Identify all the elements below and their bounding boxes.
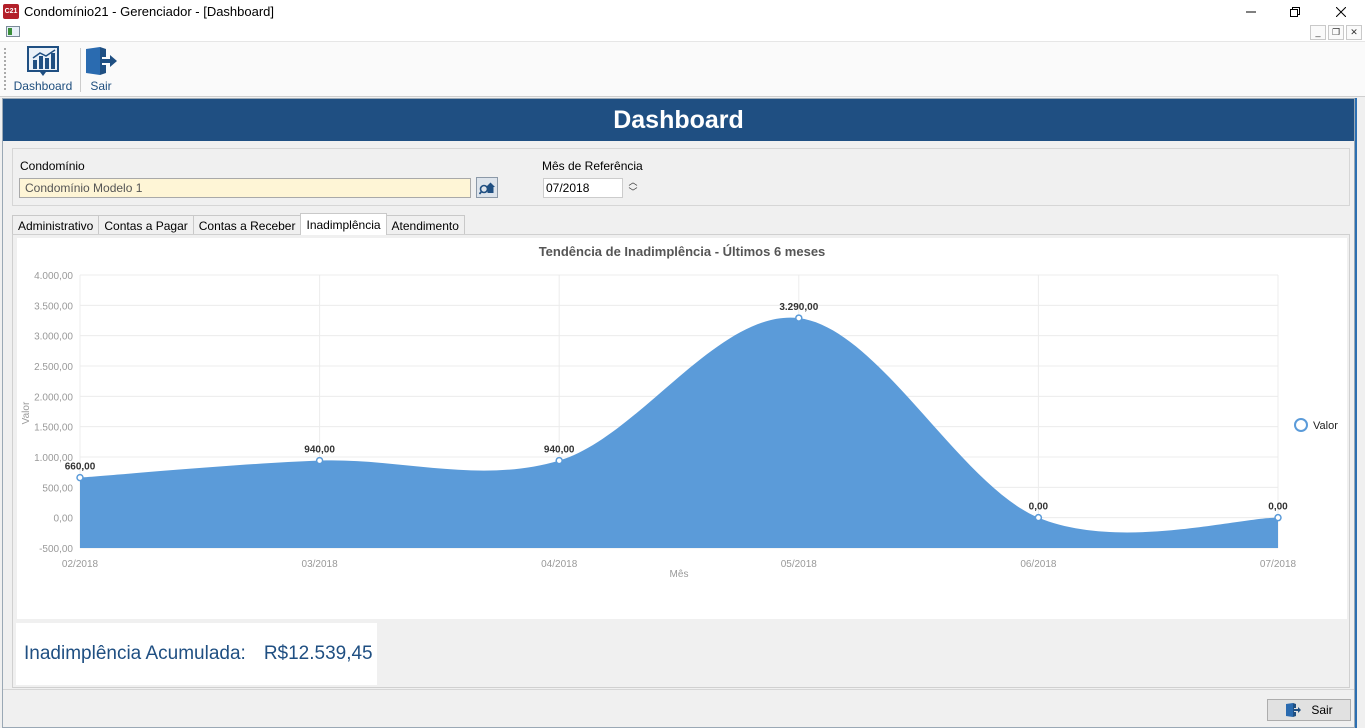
dashboard-chart-icon bbox=[27, 46, 59, 76]
close-button[interactable] bbox=[1318, 0, 1364, 24]
close-icon bbox=[1336, 7, 1346, 17]
dashboard-window: Dashboard Condomínio Condomínio Modelo 1… bbox=[2, 98, 1355, 728]
minimize-icon bbox=[1246, 11, 1256, 13]
x-tick-label: 04/2018 bbox=[541, 559, 578, 570]
y-tick-label: 2.000,00 bbox=[34, 392, 73, 403]
mdi-restore-icon: ❐ bbox=[1331, 27, 1341, 37]
toolbar-grip[interactable] bbox=[4, 48, 6, 90]
data-point bbox=[555, 456, 563, 465]
exit-door-small-icon bbox=[1286, 703, 1302, 717]
y-tick-label: 1.000,00 bbox=[34, 453, 73, 464]
data-label: 660,00 bbox=[65, 462, 96, 473]
data-label: 940,00 bbox=[544, 445, 575, 456]
sair-toolbar-label: Sair bbox=[90, 79, 112, 93]
x-tick-label: 02/2018 bbox=[62, 559, 99, 570]
trend-area-chart: 4.000,00 3.500,00 3.000,00 2.500,00 2.000,00… bbox=[21, 244, 1338, 580]
y-tick-label: 2.500,00 bbox=[34, 362, 73, 373]
restore-icon bbox=[1290, 7, 1300, 17]
app-logo-icon: C21 bbox=[3, 4, 19, 19]
spinner-down-icon[interactable]: ﹀ bbox=[628, 187, 638, 197]
footer-divider bbox=[3, 689, 1354, 690]
mdi-restore-button[interactable]: ❐ bbox=[1328, 25, 1344, 40]
main-toolbar: Dashboard Sair bbox=[0, 42, 1365, 97]
y-tick-label: 0,00 bbox=[54, 514, 74, 525]
window-titlebar: C21 Condomínio21 - Gerenciador - [Dashbo… bbox=[0, 0, 1365, 24]
summary-label: Inadimplência Acumulada: bbox=[24, 643, 246, 664]
mes-referencia-field[interactable]: 07/2018 bbox=[543, 178, 623, 198]
data-label: 0,00 bbox=[1268, 502, 1288, 513]
legend-label: Valor bbox=[1313, 420, 1338, 432]
sair-button[interactable]: Sair bbox=[1267, 699, 1351, 721]
dashboard-tabs: Administrativo Contas a Pagar Contas a R… bbox=[12, 213, 465, 235]
series-area-valor bbox=[80, 317, 1278, 548]
mdi-minimize-icon: _ bbox=[1315, 27, 1321, 37]
data-point bbox=[1034, 513, 1043, 522]
trend-chart-panel: 4.000,00 3.500,00 3.000,00 2.500,00 2.000,00… bbox=[17, 238, 1347, 619]
y-tick-label: -500,00 bbox=[39, 544, 73, 555]
tab-inadimplencia[interactable]: Inadimplência bbox=[300, 213, 387, 235]
data-label: 0,00 bbox=[1029, 502, 1049, 513]
x-tick-label: 06/2018 bbox=[1020, 559, 1057, 570]
mdi-close-icon: ✕ bbox=[1350, 27, 1358, 37]
month-spinner[interactable]: ︿ ﹀ bbox=[626, 177, 640, 199]
toolbar-separator bbox=[80, 48, 81, 92]
data-label: 940,00 bbox=[304, 445, 335, 456]
dashboard-toolbar-label: Dashboard bbox=[13, 79, 73, 93]
accumulated-summary: Inadimplência Acumulada: R$12.539,45 bbox=[16, 623, 377, 685]
window-right-edge bbox=[1355, 98, 1365, 728]
x-axis-label: Mês bbox=[670, 569, 689, 580]
sair-button-label: Sair bbox=[1311, 703, 1333, 717]
data-point bbox=[795, 314, 803, 322]
page-title: Dashboard bbox=[3, 99, 1354, 141]
sair-toolbar-button[interactable]: Sair bbox=[84, 45, 118, 95]
data-point bbox=[315, 456, 324, 465]
data-label: 3.290,00 bbox=[779, 302, 818, 313]
inadimplencia-tab-page: 4.000,00 3.500,00 3.000,00 2.500,00 2.000,00… bbox=[12, 234, 1350, 688]
mdi-child-bar: _ ❐ ✕ bbox=[0, 24, 1365, 42]
tab-contas-a-receber[interactable]: Contas a Receber bbox=[192, 215, 302, 235]
y-tick-label: 1.500,00 bbox=[34, 423, 73, 434]
tab-atendimento[interactable]: Atendimento bbox=[385, 215, 465, 235]
y-tick-label: 4.000,00 bbox=[34, 271, 73, 282]
summary-value: R$12.539,45 bbox=[263, 643, 373, 664]
y-tick-label: 3.500,00 bbox=[34, 301, 73, 312]
legend-marker bbox=[1294, 418, 1308, 432]
tab-contas-a-pagar[interactable]: Contas a Pagar bbox=[98, 215, 194, 235]
x-tick-label: 05/2018 bbox=[781, 559, 818, 570]
spinner-up-icon[interactable]: ︿ bbox=[628, 177, 638, 187]
y-tick-label: 500,00 bbox=[42, 483, 73, 494]
tab-administrativo[interactable]: Administrativo bbox=[12, 215, 100, 235]
data-point bbox=[1274, 513, 1282, 522]
y-axis-label: Valor bbox=[21, 401, 32, 424]
data-point bbox=[76, 473, 84, 482]
condominio-field[interactable]: Condomínio Modelo 1 bbox=[19, 178, 471, 198]
chart-title: Tendência de Inadimplência - Últimos 6 m… bbox=[539, 244, 826, 259]
mdi-document-icon[interactable] bbox=[6, 26, 20, 37]
mdi-close-button[interactable]: ✕ bbox=[1346, 25, 1362, 40]
dashboard-toolbar-button[interactable]: Dashboard bbox=[12, 45, 74, 95]
select-condominio-button[interactable] bbox=[476, 177, 498, 198]
y-tick-label: 3.000,00 bbox=[34, 332, 73, 343]
mdi-minimize-button[interactable]: _ bbox=[1310, 25, 1326, 40]
search-building-icon bbox=[479, 182, 495, 195]
filter-panel: Condomínio Condomínio Modelo 1 Mês de Re… bbox=[12, 148, 1350, 206]
window-title: Condomínio21 - Gerenciador - [Dashboard] bbox=[24, 4, 275, 19]
exit-door-icon bbox=[86, 47, 117, 75]
restore-button[interactable] bbox=[1272, 0, 1318, 24]
condominio-label: Condomínio bbox=[20, 159, 85, 173]
x-tick-label: 07/2018 bbox=[1260, 559, 1297, 570]
minimize-button[interactable] bbox=[1228, 0, 1274, 24]
mes-referencia-label: Mês de Referência bbox=[542, 159, 643, 173]
x-tick-label: 03/2018 bbox=[302, 559, 339, 570]
